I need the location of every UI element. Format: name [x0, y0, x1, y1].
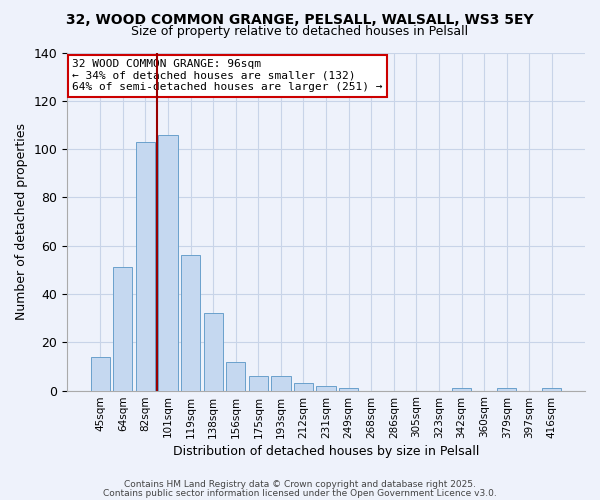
Bar — [271, 376, 290, 390]
Text: Contains HM Land Registry data © Crown copyright and database right 2025.: Contains HM Land Registry data © Crown c… — [124, 480, 476, 489]
Bar — [294, 384, 313, 390]
Text: Size of property relative to detached houses in Pelsall: Size of property relative to detached ho… — [131, 25, 469, 38]
Bar — [181, 256, 200, 390]
Text: 32 WOOD COMMON GRANGE: 96sqm
← 34% of detached houses are smaller (132)
64% of s: 32 WOOD COMMON GRANGE: 96sqm ← 34% of de… — [73, 60, 383, 92]
Bar — [339, 388, 358, 390]
Bar — [158, 134, 178, 390]
Bar — [249, 376, 268, 390]
Text: 32, WOOD COMMON GRANGE, PELSALL, WALSALL, WS3 5EY: 32, WOOD COMMON GRANGE, PELSALL, WALSALL… — [66, 12, 534, 26]
Bar — [113, 268, 133, 390]
Bar — [316, 386, 335, 390]
Bar — [91, 357, 110, 390]
Text: Contains public sector information licensed under the Open Government Licence v3: Contains public sector information licen… — [103, 488, 497, 498]
Bar — [497, 388, 517, 390]
Bar — [226, 362, 245, 390]
Bar — [203, 314, 223, 390]
Y-axis label: Number of detached properties: Number of detached properties — [15, 123, 28, 320]
Bar — [136, 142, 155, 390]
X-axis label: Distribution of detached houses by size in Pelsall: Distribution of detached houses by size … — [173, 444, 479, 458]
Bar — [452, 388, 471, 390]
Bar — [542, 388, 562, 390]
